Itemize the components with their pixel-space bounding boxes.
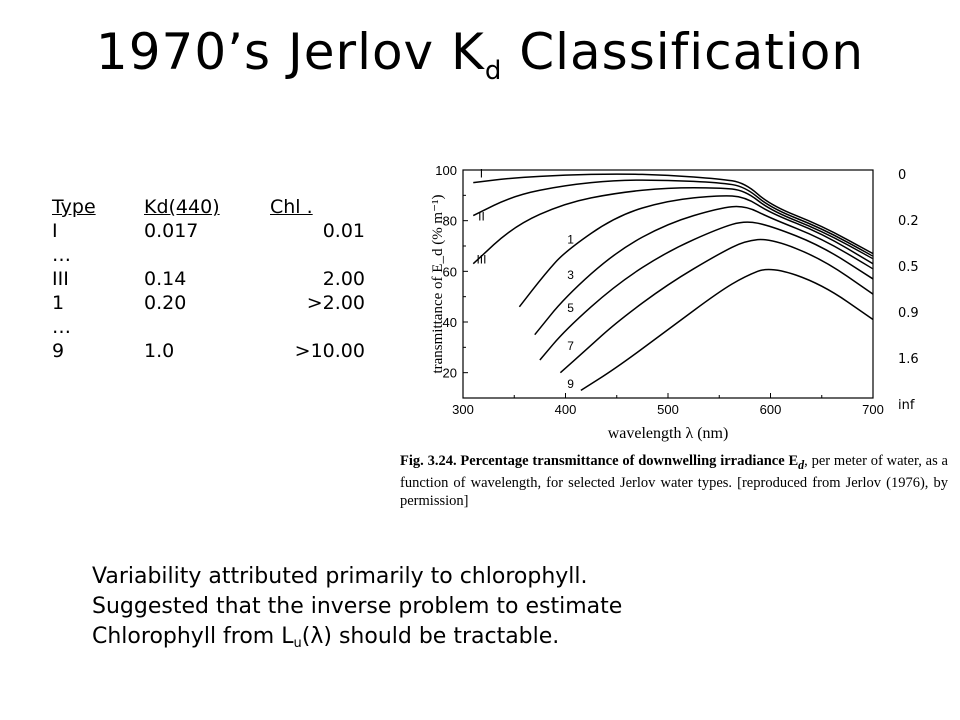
y-tick-label: 40 bbox=[443, 315, 457, 330]
y-tick-label: 60 bbox=[443, 264, 457, 279]
cell-type: I bbox=[52, 220, 58, 242]
cell-kd: 0.017 bbox=[144, 220, 199, 242]
cell-type: 9 bbox=[52, 340, 65, 362]
note-line: Chlorophyll from Lu(λ) should be tractab… bbox=[92, 622, 912, 659]
title-rest: Classification bbox=[502, 23, 865, 81]
caption-text: Percentage transmittance of downwelling … bbox=[460, 453, 799, 469]
series-line-1 bbox=[518, 195, 874, 308]
table-row: … bbox=[52, 315, 365, 339]
note-line: Suggested that the inverse problem to es… bbox=[92, 594, 623, 619]
cell-chl: 0.01 bbox=[322, 220, 365, 242]
x-tick-label: 700 bbox=[862, 402, 884, 417]
cell-kd bbox=[144, 315, 270, 339]
note-text: ( bbox=[301, 624, 311, 649]
header-chl: Chl . bbox=[270, 196, 313, 218]
x-tick-label: 300 bbox=[452, 402, 474, 417]
title-main: 1970’s Jerlov K bbox=[95, 23, 485, 81]
chl-label: 0.5 bbox=[898, 260, 919, 275]
x-tick-label: 600 bbox=[760, 402, 782, 417]
series-line-5 bbox=[539, 221, 874, 361]
chl-label: 0.2 bbox=[898, 214, 919, 229]
cell-type: 1 bbox=[52, 292, 65, 314]
caption-subscript: d bbox=[798, 457, 805, 472]
cell-type: … bbox=[52, 244, 71, 266]
cell-chl: >10.00 bbox=[294, 340, 365, 362]
note-subscript: u bbox=[293, 636, 302, 651]
header-kd440: Kd(440) bbox=[144, 196, 220, 218]
series-label-III: III bbox=[476, 253, 486, 267]
cell-chl: 2.00 bbox=[322, 268, 365, 290]
cell-chl bbox=[270, 243, 365, 267]
cell-chl bbox=[270, 315, 365, 339]
cell-kd: 0.14 bbox=[144, 268, 187, 290]
table-row: 1 0.20 >2.00 bbox=[52, 291, 365, 315]
transmittance-chart: 300 400 500 600 700 20 40 60 80 100 wavelength λ (… bbox=[398, 160, 958, 450]
series-line-7 bbox=[559, 238, 874, 374]
cell-type: … bbox=[52, 316, 71, 338]
table-row: I 0.017 0.01 bbox=[52, 219, 365, 243]
chart-svg: 300 400 500 600 700 20 40 60 80 100 wavelength λ (… bbox=[430, 163, 884, 442]
cell-kd bbox=[144, 243, 270, 267]
slide-title: 1970’s Jerlov Kd Classification bbox=[0, 22, 960, 101]
note-line: Variability attributed primarily to chlo… bbox=[92, 564, 588, 589]
series-line-9 bbox=[580, 268, 874, 392]
table-header-row: Type Kd(440) Chl . bbox=[52, 195, 365, 219]
series-line-3 bbox=[534, 205, 874, 336]
series-line-II bbox=[472, 179, 874, 257]
series-line-I bbox=[473, 173, 874, 255]
table-row: III 0.14 2.00 bbox=[52, 267, 365, 291]
series-label-I: I bbox=[480, 167, 483, 181]
chl-label: 1.6 bbox=[898, 352, 919, 367]
x-tick-label: 400 bbox=[555, 402, 577, 417]
x-axis-label: wavelength λ (nm) bbox=[608, 425, 729, 442]
note-text: ) should be tractable. bbox=[323, 624, 560, 649]
slide-notes: Variability attributed primarily to chlo… bbox=[92, 562, 912, 659]
cell-chl: >2.00 bbox=[306, 292, 365, 314]
series-label-3: 3 bbox=[567, 268, 574, 282]
chl-label: inf bbox=[898, 398, 915, 413]
note-text: Chlorophyll from L bbox=[92, 624, 294, 649]
cell-type: III bbox=[52, 268, 69, 290]
y-tick-label: 20 bbox=[443, 366, 457, 381]
series-label-9: 9 bbox=[567, 377, 574, 391]
series-label-7: 7 bbox=[567, 339, 574, 353]
table-row: 9 1.0 >10.00 bbox=[52, 339, 365, 363]
cell-kd: 1.0 bbox=[144, 340, 175, 362]
jerlov-type-table: Type Kd(440) Chl . I 0.017 0.01 … III 0.… bbox=[52, 195, 365, 363]
lambda-symbol: λ bbox=[310, 624, 324, 649]
x-tick-label: 500 bbox=[657, 402, 679, 417]
title-subscript: d bbox=[484, 56, 503, 86]
chl-label: 0 bbox=[898, 168, 907, 183]
series-line-III bbox=[472, 186, 874, 265]
series-label-1: 1 bbox=[567, 232, 574, 246]
y-tick-label: 80 bbox=[443, 214, 457, 229]
y-tick-label: 100 bbox=[435, 163, 457, 178]
chl-label: 0.9 bbox=[898, 306, 919, 321]
figure-caption: Fig. 3.24. Percentage transmittance of d… bbox=[400, 452, 948, 510]
header-type: Type bbox=[52, 196, 96, 218]
chlorophyll-labels: 0 0.2 0.5 0.9 1.6 inf bbox=[898, 168, 953, 444]
caption-text-rest: , per meter of water, as a function of w… bbox=[400, 453, 948, 509]
table-row: … bbox=[52, 243, 365, 267]
series-label-II: II bbox=[478, 210, 485, 224]
cell-kd: 0.20 bbox=[144, 292, 187, 314]
caption-figure-number: Fig. 3.24. bbox=[400, 453, 457, 469]
plot-frame bbox=[462, 169, 874, 399]
y-axis-label: transmittance of E_d (% m⁻¹) bbox=[430, 194, 446, 373]
series-label-5: 5 bbox=[567, 301, 574, 315]
